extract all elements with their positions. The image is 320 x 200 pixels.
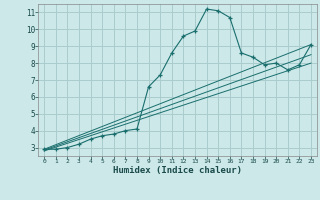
X-axis label: Humidex (Indice chaleur): Humidex (Indice chaleur) [113, 166, 242, 175]
